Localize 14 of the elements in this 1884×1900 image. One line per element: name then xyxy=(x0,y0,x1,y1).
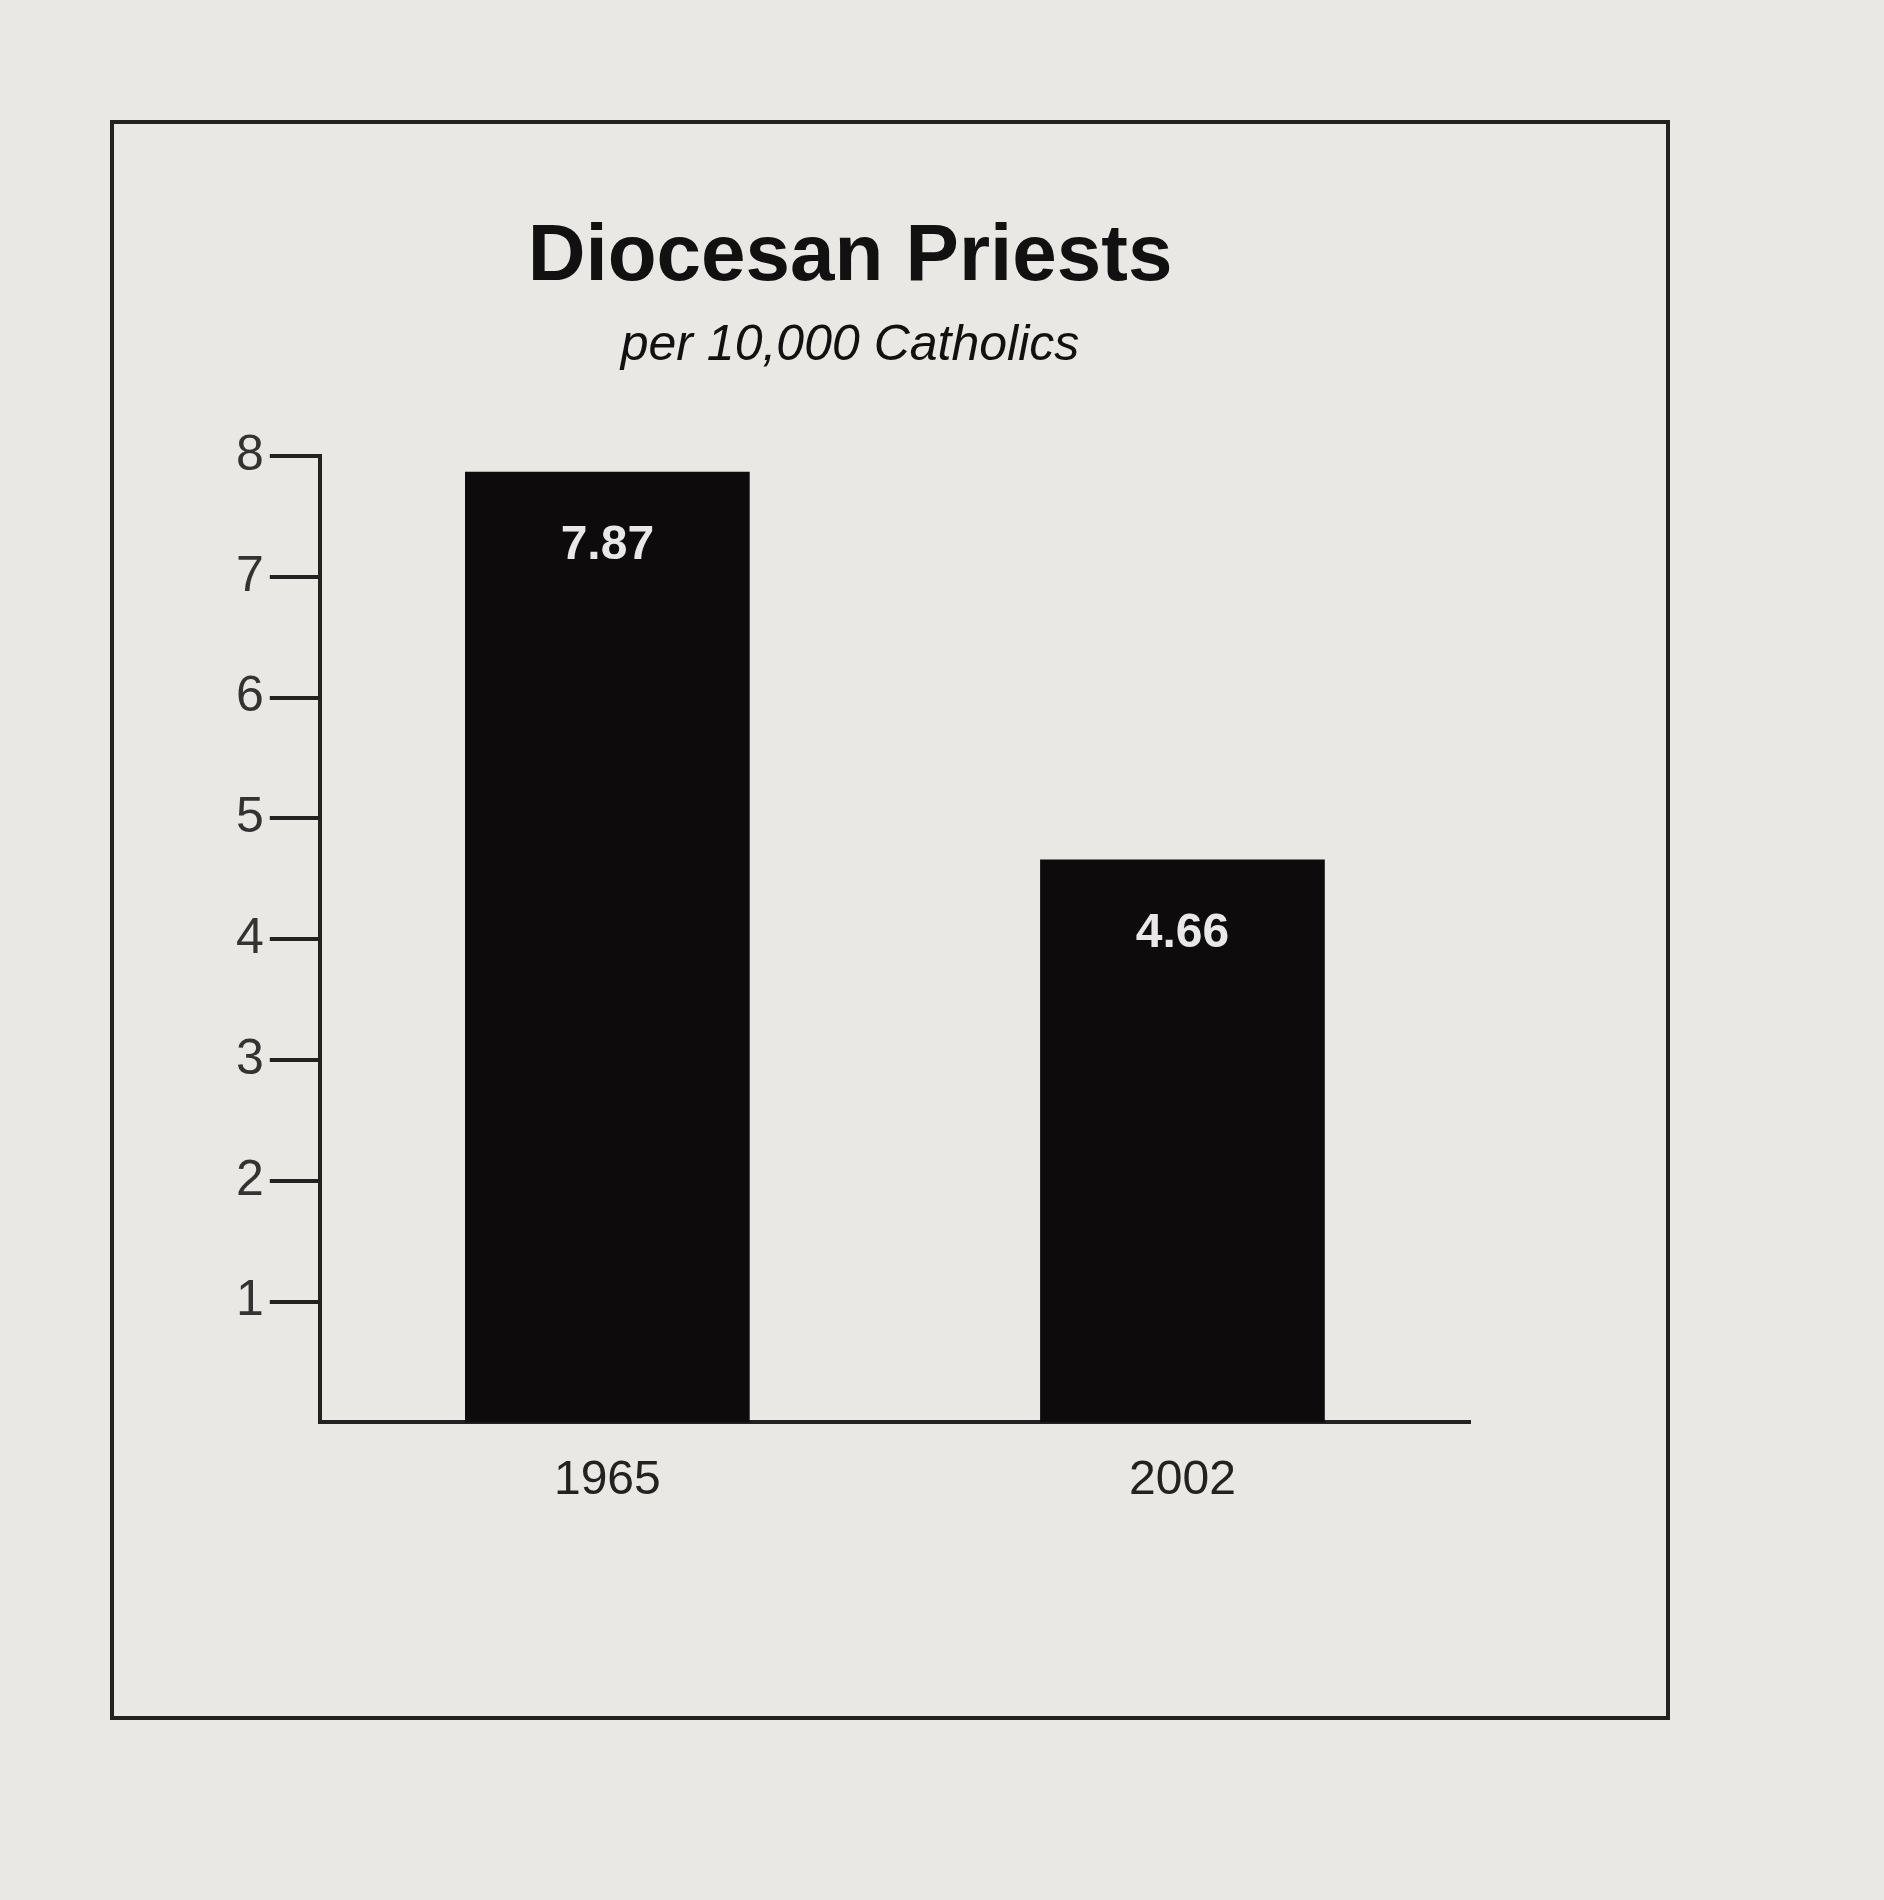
data-label: 7.87 xyxy=(560,515,655,569)
y-tick-label: 4 xyxy=(236,907,264,964)
y-tick-label: 3 xyxy=(236,1028,264,1085)
chart-title: Diocesan Priests xyxy=(527,208,1173,298)
y-tick-label: 7 xyxy=(236,545,264,602)
y-tick-label: 5 xyxy=(236,787,264,844)
y-tick-label: 8 xyxy=(236,424,264,481)
data-label: 4.66 xyxy=(1135,903,1230,957)
y-tick-label: 2 xyxy=(236,1149,264,1206)
x-tick-label: 2002 xyxy=(1129,1451,1236,1505)
chart-subtitle: per 10,000 Catholics xyxy=(618,314,1080,371)
x-tick-label: 1965 xyxy=(553,1451,661,1505)
y-tick-label: 6 xyxy=(236,666,264,723)
y-tick-label: 1 xyxy=(236,1270,264,1327)
